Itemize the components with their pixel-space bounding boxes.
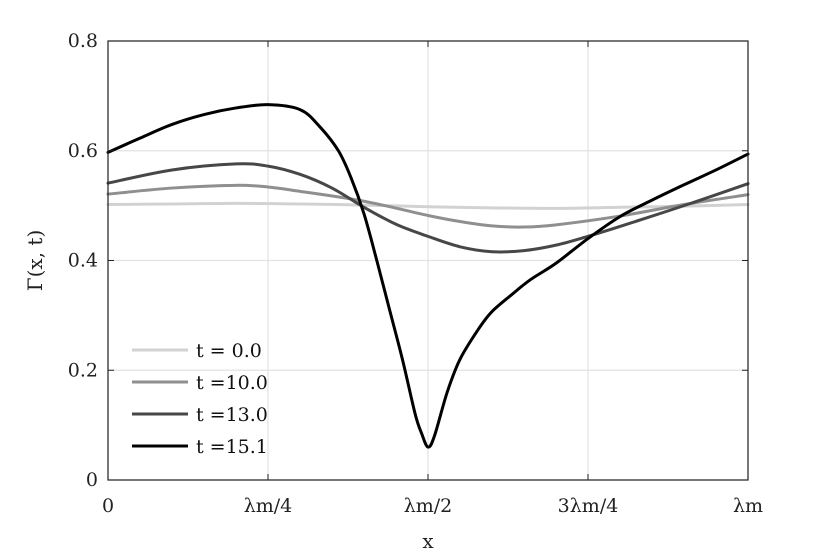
x-tick-label: λm/4 — [244, 495, 293, 517]
legend-label-1: t = 0.0 — [196, 340, 262, 362]
y-tick-label: 0.2 — [68, 359, 98, 381]
x-tick-label: λm — [733, 495, 763, 517]
y-tick-label: 0.4 — [68, 250, 98, 272]
y-axis-label: Γ(x, t) — [23, 230, 47, 292]
legend: t = 0.0 t =10.0 t =13.0 t =15.1 — [132, 340, 268, 458]
series-line-3 — [106, 162, 750, 254]
x-tick-label: 0 — [102, 495, 114, 517]
legend-label-2: t =10.0 — [196, 372, 268, 394]
x-axis-label: x — [422, 529, 434, 553]
legend-label-4: t =15.1 — [196, 436, 268, 458]
y-tick-label: 0 — [86, 469, 98, 491]
series-lines — [106, 103, 750, 449]
y-tick-label: 0.8 — [68, 30, 98, 52]
axis-ticks: 0 λm/4 λm/2 3λm/4 λm 0 0.2 0.4 0.6 0.8 — [68, 30, 763, 517]
series-line-4 — [106, 103, 750, 449]
legend-label-3: t =13.0 — [196, 404, 268, 426]
y-tick-label: 0.6 — [68, 140, 98, 162]
x-tick-label: λm/2 — [404, 495, 453, 517]
x-tick-label: 3λm/4 — [558, 495, 619, 517]
